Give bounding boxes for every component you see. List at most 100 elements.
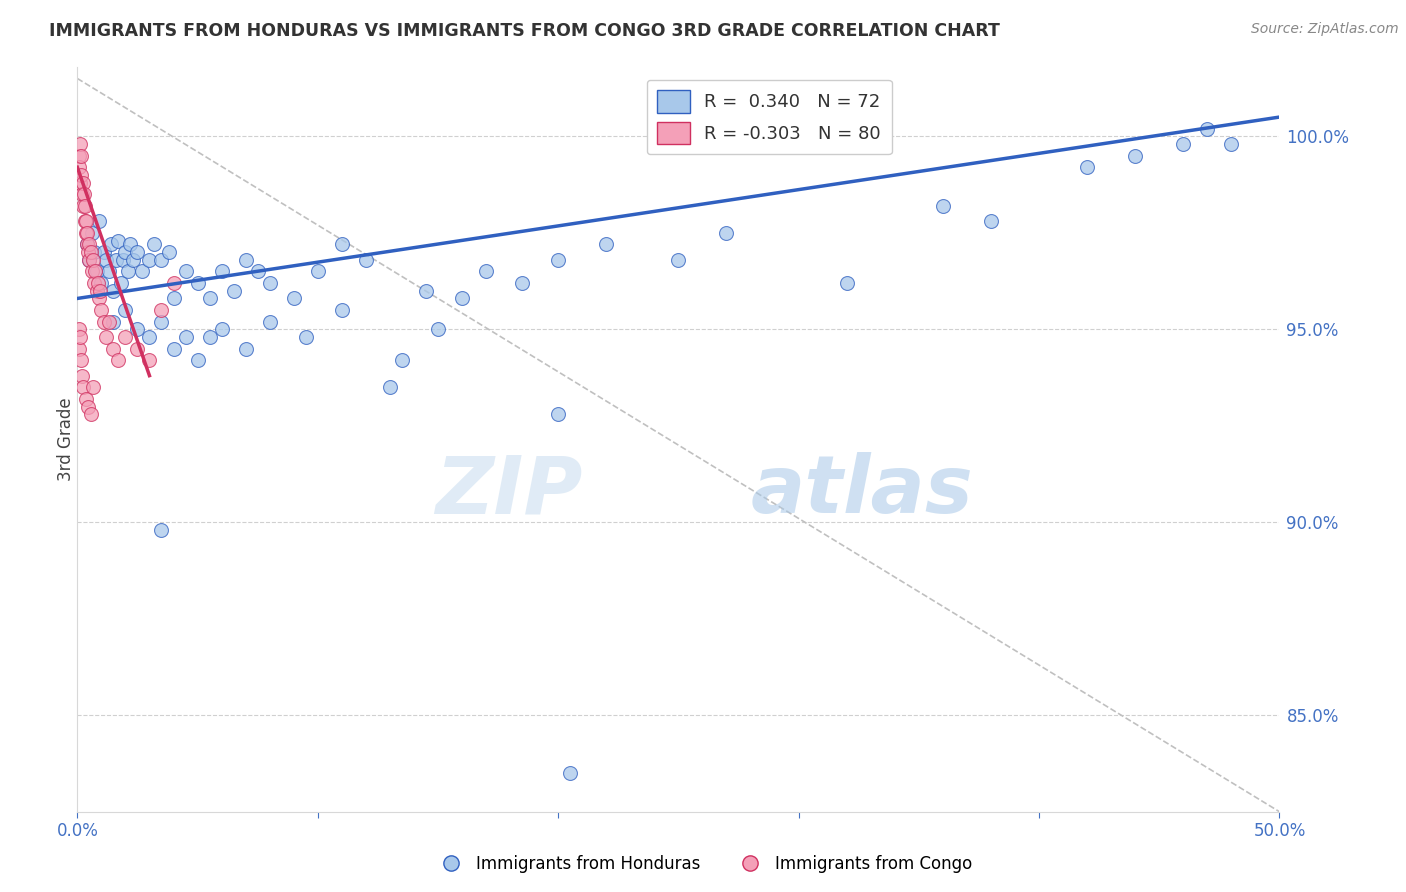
Point xyxy=(82,252,104,267)
Point xyxy=(187,276,209,290)
Point xyxy=(222,284,245,298)
Point xyxy=(1197,121,1219,136)
Point xyxy=(70,368,93,383)
Point xyxy=(77,237,100,252)
Point xyxy=(83,276,105,290)
Point xyxy=(150,315,173,329)
Point xyxy=(70,168,93,182)
Point xyxy=(69,176,91,190)
Point xyxy=(378,380,401,394)
Point xyxy=(121,252,143,267)
Point xyxy=(69,137,91,152)
Point xyxy=(77,245,100,260)
Point xyxy=(96,252,118,267)
Point xyxy=(127,245,149,260)
Point xyxy=(150,523,173,537)
Point xyxy=(79,245,101,260)
Point xyxy=(330,237,353,252)
Point xyxy=(162,342,184,356)
Point xyxy=(87,292,110,306)
Point xyxy=(103,342,125,356)
Point xyxy=(259,315,281,329)
Text: Source: ZipAtlas.com: Source: ZipAtlas.com xyxy=(1251,22,1399,37)
Point xyxy=(79,252,101,267)
Point xyxy=(75,392,97,406)
Point xyxy=(100,237,122,252)
Point xyxy=(127,342,149,356)
Point xyxy=(87,276,110,290)
Point xyxy=(716,226,738,240)
Point xyxy=(211,264,233,278)
Point xyxy=(72,176,94,190)
Point xyxy=(150,303,173,318)
Point xyxy=(72,380,94,394)
Point xyxy=(67,160,90,174)
Point xyxy=(1220,137,1243,152)
Point xyxy=(560,766,582,780)
Point xyxy=(90,276,112,290)
Point xyxy=(117,264,139,278)
Point xyxy=(67,322,90,336)
Point xyxy=(80,226,103,240)
Point xyxy=(84,264,107,278)
Point xyxy=(198,330,221,344)
Point xyxy=(76,237,98,252)
Text: atlas: atlas xyxy=(751,452,973,531)
Point xyxy=(107,353,129,368)
Point xyxy=(547,252,569,267)
Text: ZIP: ZIP xyxy=(434,452,582,531)
Point xyxy=(114,245,136,260)
Point xyxy=(97,264,120,278)
Point xyxy=(73,199,96,213)
Point xyxy=(162,276,184,290)
Point xyxy=(138,330,160,344)
Point xyxy=(354,252,377,267)
Point xyxy=(510,276,533,290)
Point xyxy=(451,292,474,306)
Point xyxy=(138,252,160,267)
Point xyxy=(73,187,96,202)
Point xyxy=(980,214,1002,228)
Point xyxy=(127,322,149,336)
Point xyxy=(90,303,112,318)
Point xyxy=(668,252,690,267)
Point xyxy=(104,252,127,267)
Point xyxy=(235,342,257,356)
Point xyxy=(283,292,305,306)
Point xyxy=(120,237,142,252)
Y-axis label: 3rd Grade: 3rd Grade xyxy=(58,398,75,481)
Text: IMMIGRANTS FROM HONDURAS VS IMMIGRANTS FROM CONGO 3RD GRADE CORRELATION CHART: IMMIGRANTS FROM HONDURAS VS IMMIGRANTS F… xyxy=(49,22,1000,40)
Point xyxy=(475,264,498,278)
Point xyxy=(294,330,316,344)
Point xyxy=(1076,160,1098,174)
Point xyxy=(76,237,98,252)
Point xyxy=(86,264,108,278)
Point xyxy=(79,252,101,267)
Legend: Immigrants from Honduras, Immigrants from Congo: Immigrants from Honduras, Immigrants fro… xyxy=(427,848,979,880)
Point xyxy=(174,330,197,344)
Point xyxy=(198,292,221,306)
Legend: R =  0.340   N = 72, R = -0.303   N = 80: R = 0.340 N = 72, R = -0.303 N = 80 xyxy=(647,79,891,154)
Point xyxy=(391,353,413,368)
Point xyxy=(67,342,90,356)
Point xyxy=(89,284,111,298)
Point xyxy=(157,245,180,260)
Point xyxy=(427,322,450,336)
Point xyxy=(235,252,257,267)
Point xyxy=(1173,137,1195,152)
Point xyxy=(82,380,104,394)
Point xyxy=(1123,149,1146,163)
Point xyxy=(103,315,125,329)
Point xyxy=(80,264,103,278)
Point xyxy=(150,252,173,267)
Point xyxy=(595,237,617,252)
Point xyxy=(72,199,94,213)
Point xyxy=(415,284,437,298)
Point xyxy=(111,252,134,267)
Point xyxy=(246,264,269,278)
Point xyxy=(307,264,329,278)
Point xyxy=(77,400,100,414)
Point xyxy=(69,330,91,344)
Point xyxy=(835,276,858,290)
Point xyxy=(70,187,93,202)
